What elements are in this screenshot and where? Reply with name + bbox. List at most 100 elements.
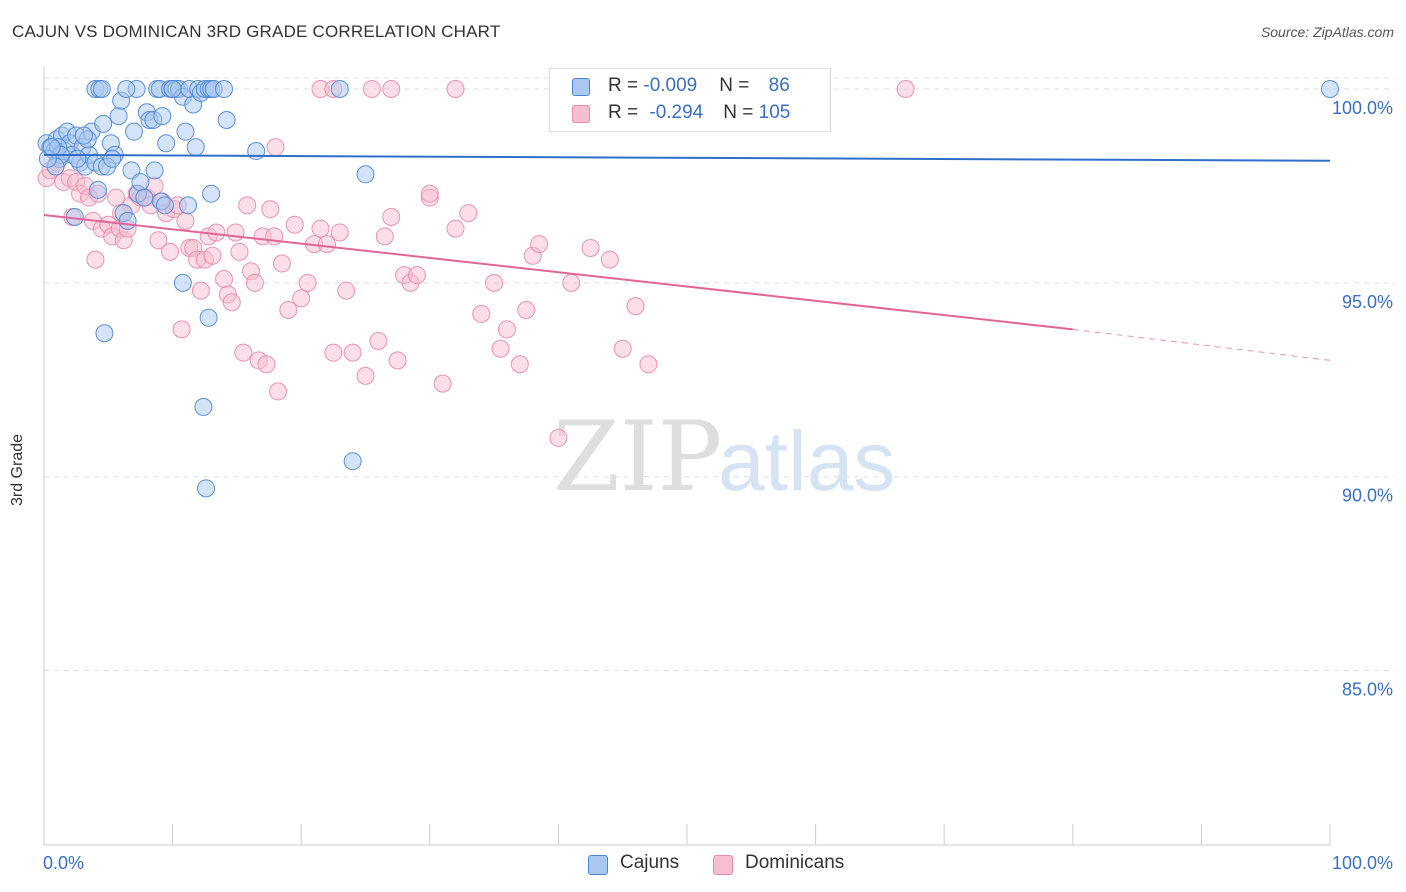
n-label: N = [723, 102, 759, 123]
cajun-point [117, 80, 136, 99]
dominican-point [581, 238, 600, 257]
cajun-point [95, 324, 114, 343]
dominican-point [292, 289, 311, 308]
chart-title: CAJUN VS DOMINICAN 3RD GRADE CORRELATION… [12, 22, 501, 41]
cajun-point [197, 479, 216, 498]
cajun-point [173, 273, 192, 292]
cajun-point [125, 122, 144, 141]
dominican-point [222, 293, 241, 312]
watermark-atlas: atlas [718, 414, 895, 508]
cajun-point [42, 138, 61, 157]
dominican-point [510, 355, 529, 374]
watermark-zip: ZIP [553, 401, 722, 513]
n-value: 105 [758, 102, 791, 123]
r-value: -0.294 [649, 102, 704, 123]
dominican-trend-line [43, 214, 1073, 331]
dominican-point [324, 343, 343, 362]
cajun-point [74, 126, 93, 145]
cajun-swatch [588, 855, 608, 875]
dominican-point [226, 223, 245, 242]
dominican-point [356, 366, 375, 385]
dominican-swatch [713, 855, 733, 875]
cajun-point [153, 107, 172, 126]
n-label: N = [719, 75, 755, 96]
dominican-point [446, 219, 465, 238]
cajun-point [176, 122, 195, 141]
dominican-point [375, 227, 394, 246]
cajun-point [356, 165, 375, 184]
dominican-point [337, 281, 356, 300]
cajun-point [103, 149, 122, 168]
dominican-point [382, 207, 401, 226]
cajun-point [157, 134, 176, 153]
dominican-point [497, 320, 516, 339]
cajun-point [202, 184, 221, 203]
cajun-point [68, 149, 87, 168]
dominican-point [215, 269, 234, 288]
dominican-point [491, 339, 510, 358]
dominican-point [257, 355, 276, 374]
dominican-point [272, 254, 291, 273]
cajun-point [109, 107, 128, 126]
cajun-point [194, 397, 213, 416]
x-tick-label: 100.0% [1332, 853, 1393, 873]
cajun-point [330, 80, 349, 99]
dominican-point [420, 184, 439, 203]
cajun-point [131, 173, 150, 192]
axes [43, 66, 1331, 846]
n-value: 86 [768, 75, 790, 96]
dominican-point [626, 297, 645, 316]
dominican-point [639, 355, 658, 374]
dominican-point [203, 246, 222, 265]
dominican-point [245, 273, 264, 292]
dominican-point [207, 223, 226, 242]
tick-labels: 100.0% 95.0% 90.0% 85.0% 0.0% 100.0% [43, 98, 1393, 873]
dominican-point [613, 339, 632, 358]
dominican-point [279, 300, 298, 319]
dominican-swatch [572, 105, 590, 123]
dominican-point [530, 235, 549, 254]
series-legend: Cajuns Dominicans [0, 852, 1406, 878]
dominican-point [330, 223, 349, 242]
dominican-point [172, 320, 191, 339]
legend-label-dominicans: Dominicans [745, 852, 845, 873]
dominican-point [562, 273, 581, 292]
dominican-point [896, 80, 915, 99]
dominican-point [86, 250, 105, 269]
cajun-point [247, 142, 266, 161]
correlation-legend: R = -0.009 N = 86 R = -0.294 N = 105 [549, 68, 831, 132]
dominican-point [343, 343, 362, 362]
dominican-point [369, 332, 388, 351]
x-tick-label: 0.0% [43, 853, 84, 873]
dominican-point [269, 382, 288, 401]
cajun-point [118, 211, 137, 230]
dominican-point [472, 304, 491, 323]
y-tick-label: 85.0% [1342, 680, 1393, 700]
dominican-point [230, 242, 249, 261]
cajun-swatch [572, 78, 590, 96]
dominican-point [161, 242, 180, 261]
dominican-point [176, 211, 195, 230]
legend-label-cajuns: Cajuns [620, 852, 680, 873]
dominican-point [107, 188, 126, 207]
watermark: ZIP atlas [553, 401, 895, 513]
cajun-point [94, 114, 113, 133]
dominican-point [311, 219, 330, 238]
y-tick-label: 100.0% [1332, 98, 1393, 118]
dominican-point [362, 80, 381, 99]
dominican-point [298, 273, 317, 292]
r-label: R = [608, 75, 644, 96]
cajun-point [1321, 80, 1339, 99]
r-label: R = [608, 102, 644, 123]
y-tick-label: 90.0% [1342, 486, 1393, 506]
dominican-point [261, 200, 280, 219]
dominican-point [266, 138, 285, 157]
grid-lines [44, 77, 1395, 672]
cajun-point [155, 196, 174, 215]
dominican-point [517, 300, 536, 319]
dominican-point [600, 250, 619, 269]
cajun-point [135, 188, 154, 207]
dominican-point [317, 235, 336, 254]
cajun-point [217, 111, 236, 130]
cajun-trend-line [43, 153, 1331, 162]
